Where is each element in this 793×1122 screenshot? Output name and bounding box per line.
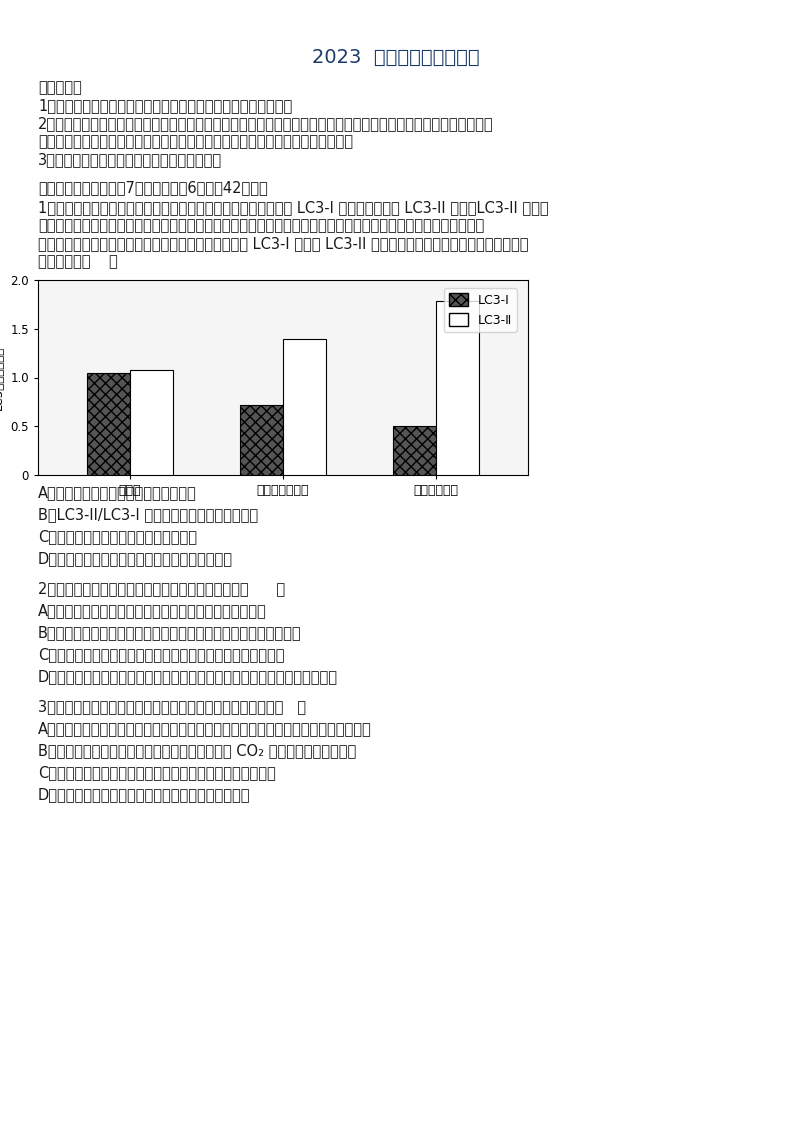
Bar: [436, 302, 479, 475]
Text: 一、选择题（本大题共7小题，每小题6分，共42分。）: 一、选择题（本大题共7小题，每小题6分，共42分。）: [38, 180, 268, 195]
Text: A．硅尘能破坏溶酶体膜，使其中的水解酶释放出来，破坏细胞结构，从而使人得硅肺: A．硅尘能破坏溶酶体膜，使其中的水解酶释放出来，破坏细胞结构，从而使人得硅肺: [38, 721, 372, 736]
Text: C．运动可以抑制大鼠细胞的线粒体自噬: C．运动可以抑制大鼠细胞的线粒体自噬: [38, 528, 197, 544]
Text: D．尽管变异具有不定向性，但是控制圆粒的基因不能突变为控制绿色的基因: D．尽管变异具有不定向性，但是控制圆粒的基因不能突变为控制绿色的基因: [38, 669, 338, 684]
Bar: [240, 405, 283, 475]
Text: B．LC3-II/LC3-I 的比值随运动强度增大而增大: B．LC3-II/LC3-I 的比值随运动强度增大而增大: [38, 507, 259, 522]
Text: B．给作物施厩肥，既能防止土壤板结，又能提高 CO₂ 浓度，有利于作物增产: B．给作物施厩肥，既能防止土壤板结，又能提高 CO₂ 浓度，有利于作物增产: [38, 743, 356, 758]
Text: 使自噬体与溶酶体融合，完成损伤的线粒体降解。研究人员选取周龄一致的大鼠随机分为对照组、中等强度运动组和: 使自噬体与溶酶体融合，完成损伤的线粒体降解。研究人员选取周龄一致的大鼠随机分为对…: [38, 218, 485, 233]
Text: 2．下列有关生物的变异与进化的叙述中，正确的是（      ）: 2．下列有关生物的变异与进化的叙述中，正确的是（ ）: [38, 581, 285, 596]
Text: 2023  年高考生物模拟试卷: 2023 年高考生物模拟试卷: [312, 48, 480, 67]
Text: 选涂其它答案标号。回答非选择题时，将答案写在答题卡上，写在本试卷上无效。: 选涂其它答案标号。回答非选择题时，将答案写在答题卡上，写在本试卷上无效。: [38, 134, 353, 149]
Text: D．输入葡萄糖盐水是治疗急性肠炎病人最常见的方法: D．输入葡萄糖盐水是治疗急性肠炎病人最常见的方法: [38, 787, 251, 802]
Bar: [87, 373, 130, 475]
Text: D．溶酶体内的水解酶能分解衰老、损伤的线粒体: D．溶酶体内的水解酶能分解衰老、损伤的线粒体: [38, 551, 233, 565]
Bar: [393, 426, 436, 475]
Text: C．白化病患者体内酪氨酸酶活性降低，从而表现出白化症状: C．白化病患者体内酪氨酸酶活性降低，从而表现出白化症状: [38, 765, 276, 780]
Bar: [130, 370, 173, 475]
Text: 注意事项：: 注意事项：: [38, 80, 82, 95]
Text: 3．生物学与我们的生产、生活息息相关，下列说法错误的是（   ）: 3．生物学与我们的生产、生活息息相关，下列说法错误的是（ ）: [38, 699, 306, 714]
Text: 大强度运动组。训练一段时间后，测量大鼠腓肠肌细胞 LC3-I 蛋白和 LC3-II 蛋白的相对含量，结果如下图。下列叙述: 大强度运动组。训练一段时间后，测量大鼠腓肠肌细胞 LC3-I 蛋白和 LC3-I…: [38, 236, 528, 251]
Text: 1．线粒体自噬时，内质网膜包裹损伤的线粒体形成自噬体，此时 LC3-I 蛋白被修饰形成 LC3-II 蛋白，LC3-II 蛋白促: 1．线粒体自噬时，内质网膜包裹损伤的线粒体形成自噬体，此时 LC3-I 蛋白被修…: [38, 200, 549, 215]
Text: 2．回答选择题时，选出每小题答案后，用铅笔把答题卡上对应题目的答案标号涂黑，如需改动，用橡皮擦干净后，再: 2．回答选择题时，选出每小题答案后，用铅笔把答题卡上对应题目的答案标号涂黑，如需…: [38, 116, 493, 131]
Text: 3．考试结束后，将本试卷和答题卡一并交回。: 3．考试结束后，将本试卷和答题卡一并交回。: [38, 151, 222, 167]
Y-axis label: LC3蛋白相对含量: LC3蛋白相对含量: [0, 346, 5, 410]
Text: A．自噬体与溶酶体融合依赖膜的流动性: A．自噬体与溶酶体融合依赖膜的流动性: [38, 485, 197, 500]
Bar: [283, 339, 326, 475]
Text: 不正确的是（    ）: 不正确的是（ ）: [38, 254, 117, 269]
Text: A．用显微镜观察基因突变的位置，最好选择有丝分裂中期: A．用显微镜观察基因突变的位置，最好选择有丝分裂中期: [38, 603, 266, 618]
Legend: LC3-Ⅰ, LC3-Ⅱ: LC3-Ⅰ, LC3-Ⅱ: [444, 288, 517, 332]
Text: 1．答卷前，考生务必将自己的姓名、准考证号填写在答题卡上。: 1．答卷前，考生务必将自己的姓名、准考证号填写在答题卡上。: [38, 98, 293, 113]
Text: C．某猕猴种群基因频率发生了很大改变，说明新物种已经诞生: C．某猕猴种群基因频率发生了很大改变，说明新物种已经诞生: [38, 647, 285, 662]
Text: B．某褐毛鼠的背部出现一块黑毛，这很可能是生殖细胞突变引起的: B．某褐毛鼠的背部出现一块黑毛，这很可能是生殖细胞突变引起的: [38, 625, 301, 640]
